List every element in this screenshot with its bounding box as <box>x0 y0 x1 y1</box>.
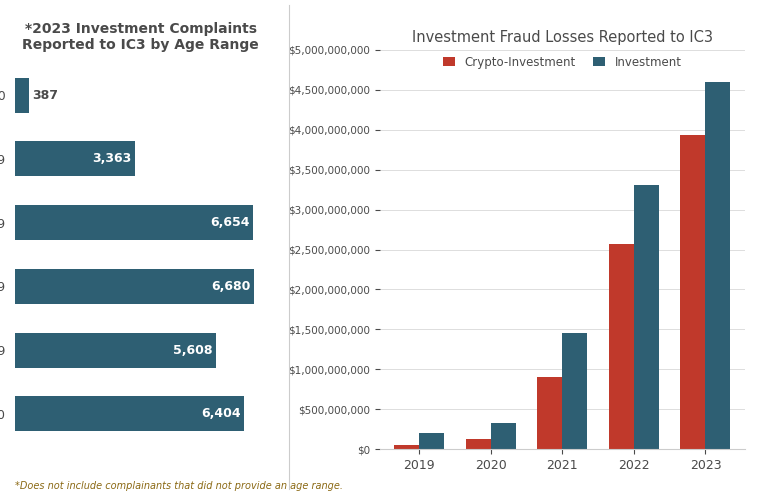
Bar <box>15 205 253 240</box>
Text: 6,654: 6,654 <box>210 216 249 229</box>
Text: 5,608: 5,608 <box>173 344 212 357</box>
Bar <box>705 82 730 449</box>
Bar <box>15 77 29 113</box>
Bar <box>634 185 659 449</box>
Bar <box>15 396 244 432</box>
Text: 6,404: 6,404 <box>201 407 241 420</box>
Text: 3,363: 3,363 <box>93 152 132 165</box>
Legend: Crypto-Investment, Investment: Crypto-Investment, Investment <box>443 56 682 69</box>
Title: *2023 Investment Complaints
Reported to IC3 by Age Range: *2023 Investment Complaints Reported to … <box>22 21 259 52</box>
Bar <box>537 377 562 449</box>
Bar <box>562 333 587 449</box>
Bar <box>394 445 420 449</box>
Bar <box>15 141 135 176</box>
Bar <box>15 269 254 304</box>
Bar <box>680 135 705 449</box>
Bar <box>491 423 516 449</box>
Bar <box>15 333 216 368</box>
Text: 6,680: 6,680 <box>211 280 251 293</box>
Text: *Does not include complainants that did not provide an age range.: *Does not include complainants that did … <box>15 481 344 491</box>
Bar <box>466 439 491 449</box>
Bar <box>609 244 634 449</box>
Bar <box>420 433 445 449</box>
Title: Investment Fraud Losses Reported to IC3: Investment Fraud Losses Reported to IC3 <box>412 29 713 44</box>
Text: 387: 387 <box>33 89 59 102</box>
